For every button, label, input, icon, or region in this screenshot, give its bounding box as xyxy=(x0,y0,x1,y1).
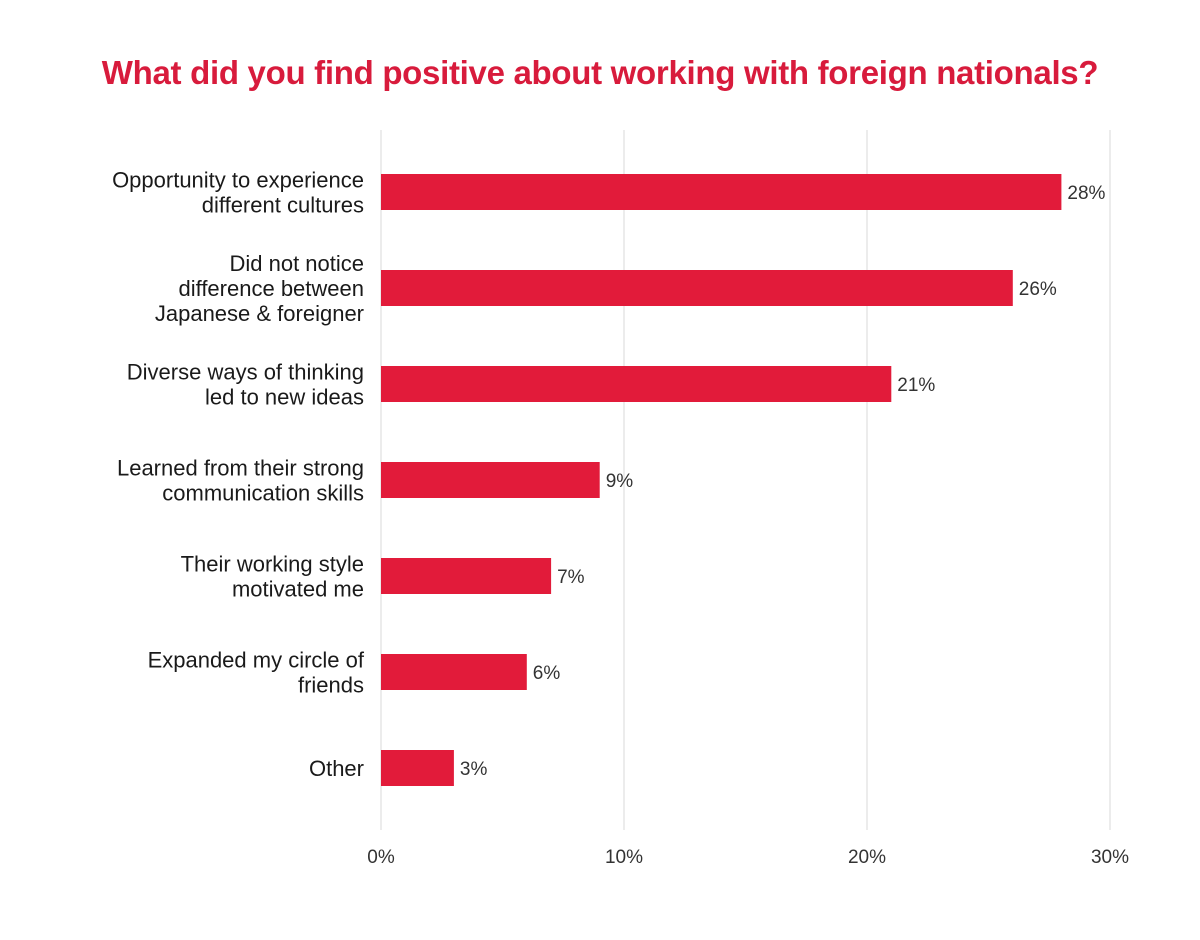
category-label: Opportunity to experience different cultu… xyxy=(112,168,364,218)
category-label-line: Did not notice xyxy=(229,251,364,276)
category-label-line: Japanese & foreigner xyxy=(155,301,364,326)
value-label: 21% xyxy=(897,375,935,396)
category-label-line: Diverse ways of thinking xyxy=(127,360,364,385)
bar xyxy=(381,654,527,690)
category-label-line: Learned from their strong xyxy=(117,456,364,481)
bar xyxy=(381,174,1062,210)
bar xyxy=(381,462,600,498)
x-tick-label: 0% xyxy=(367,847,395,868)
bars xyxy=(381,174,1062,786)
value-label: 26% xyxy=(1019,279,1057,300)
category-label-line: Opportunity to experience xyxy=(112,168,364,193)
category-label-line: friends xyxy=(298,673,364,698)
category-label: Diverse ways of thinking led to new ideas xyxy=(127,360,364,410)
value-label: 3% xyxy=(460,759,488,780)
category-label-line: communication skills xyxy=(162,481,364,506)
value-label: 7% xyxy=(557,567,585,588)
bar xyxy=(381,750,454,786)
x-tick-label: 10% xyxy=(605,847,643,868)
category-label-line: led to new ideas xyxy=(205,385,364,410)
value-label: 28% xyxy=(1067,183,1105,204)
category-label-line: Other xyxy=(309,756,364,781)
x-tick-label: 20% xyxy=(848,847,886,868)
bar xyxy=(381,366,892,402)
value-label: 6% xyxy=(533,663,561,684)
x-axis-ticks: 0% 10% 20% 30% xyxy=(367,847,1129,868)
value-labels: 28% 26% 21% 9% 7% 6% 3% xyxy=(460,183,1106,780)
bar xyxy=(381,270,1013,306)
category-label: Expanded my circle of friends xyxy=(148,648,365,698)
value-label: 9% xyxy=(606,471,634,492)
category-label: Learned from their strong communication s… xyxy=(117,456,364,506)
category-label-line: motivated me xyxy=(232,577,364,602)
category-label: Their working style motivated me xyxy=(181,552,364,602)
category-label: Did not notice difference between Japanese… xyxy=(155,251,364,326)
category-label-line: Their working style xyxy=(181,552,364,577)
category-label: Other xyxy=(309,756,364,781)
chart-title: What did you find positive about working… xyxy=(101,54,1099,91)
bar xyxy=(381,558,552,594)
category-label-line: difference between xyxy=(178,276,364,301)
category-labels: Opportunity to experience different cultu… xyxy=(112,168,365,782)
gridlines xyxy=(380,130,1111,830)
category-label-line: Expanded my circle of xyxy=(148,648,365,673)
category-label-line: different cultures xyxy=(202,193,364,218)
x-tick-label: 30% xyxy=(1091,847,1129,868)
